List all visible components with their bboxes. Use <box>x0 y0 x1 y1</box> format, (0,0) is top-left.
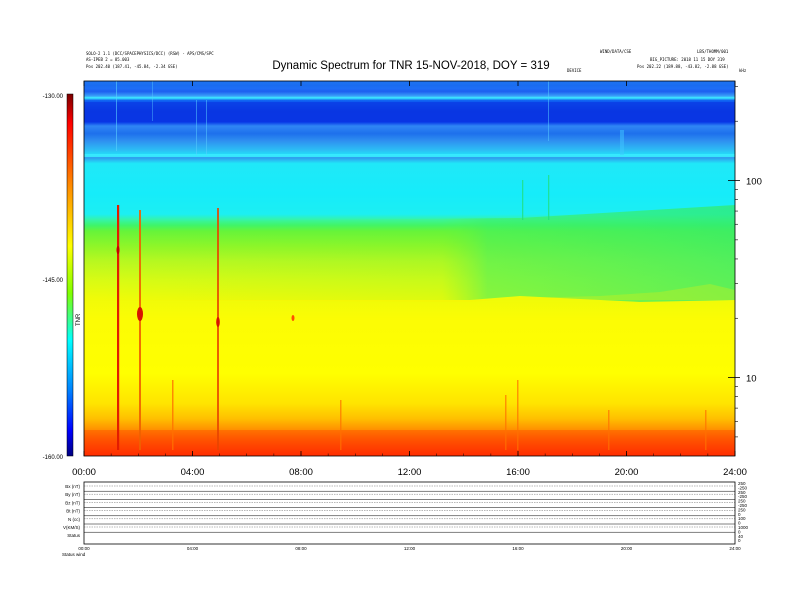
burst-spot <box>137 307 143 321</box>
strip-right-tick: 250 <box>738 507 746 512</box>
strip-right-tick: 100 <box>738 516 746 521</box>
spectrogram-area <box>83 80 736 457</box>
x-tick-label: 08:00 <box>289 467 313 478</box>
colorbar-tick: -130.00 <box>43 94 64 100</box>
burst-streak <box>117 205 120 450</box>
x-tick-label: 20:00 <box>615 467 639 478</box>
burst-streak <box>505 395 507 450</box>
strip-right-tick: 250 <box>738 481 746 486</box>
strip-label: Status <box>67 533 81 538</box>
burst-streak <box>139 210 141 450</box>
y-axis: 10 100 <box>728 86 762 438</box>
x-tick-label: 04:00 <box>181 467 205 478</box>
strip-x-tick-label: 00:00 <box>78 546 90 551</box>
header-left-line-1: SOLO-2 1.1 (DCC/SPACEPHYSICS/DCC) (RSW) … <box>86 51 214 56</box>
header-corner-small: kHz <box>739 68 747 73</box>
burst-streak <box>522 180 524 220</box>
strip-label: Bz (nT) <box>65 500 80 505</box>
faint-streak <box>116 81 117 151</box>
strip-right-tick: 0 <box>738 521 741 526</box>
x-tick-label: 00:00 <box>72 467 96 478</box>
deep-blue-band <box>84 102 735 122</box>
x-tick-label: 16:00 <box>506 467 530 478</box>
strip-right-tick: 40 <box>738 534 744 539</box>
upper-cyan-line <box>84 154 735 157</box>
green-band-drift <box>84 205 735 302</box>
strip-x-tick-label: 16:00 <box>512 546 524 551</box>
y-tick-label: 10 <box>746 374 757 385</box>
burst-spot <box>116 246 120 254</box>
strip-right-tick: -250 <box>738 485 748 490</box>
strip-x-tick-label: 12:00 <box>404 546 416 551</box>
chart-title: Dynamic Spectrum for TNR 15-NOV-2018, DO… <box>272 60 549 72</box>
strip-panel-border <box>83 481 736 545</box>
strip-x-tick-label: 04:00 <box>187 546 199 551</box>
strip-x-tick-label: 20:00 <box>621 546 633 551</box>
burst-spot <box>216 317 220 327</box>
colorbar-gradient <box>66 93 74 457</box>
faint-streak <box>196 100 197 155</box>
strip-label: Bx (nT) <box>65 484 80 489</box>
burst-streak <box>705 410 707 450</box>
strip-x-tick-label: 08:00 <box>295 546 307 551</box>
strip-right-tick: 250 <box>738 490 746 495</box>
strip-right-tick: 1000 <box>738 525 749 530</box>
strip-label: N (cc) <box>68 517 80 522</box>
strip-right-tick: 0 <box>738 538 741 543</box>
colorbar-label: TNR <box>76 313 82 326</box>
y-tick-label: 100 <box>746 177 762 188</box>
header-left-line-3: Pos 202.40 (187.41, -45.84, -2.34 GSE) <box>86 64 178 69</box>
strip-x-tick-label: 24:00 <box>729 546 741 551</box>
strip-right-tick: 250 <box>738 499 746 504</box>
burst-streak <box>217 208 219 450</box>
strip-panel: Bx (nT) By (nT) Bz (nT) Bt (nT) N (cc) V(KM/S… <box>62 481 749 557</box>
strip-label: Bt (nT) <box>66 509 80 514</box>
status-caption: Status wind <box>62 552 86 557</box>
burst-streak <box>608 410 610 450</box>
colorbar: -130.00 -145.00 -160.00 TNR <box>43 93 82 461</box>
colorbar-tick: -145.00 <box>43 278 64 284</box>
burst-streak <box>548 175 550 220</box>
x-axis: 00:00 04:00 08:00 12:00 16:00 20:00 24:00 <box>72 81 747 478</box>
colorbar-tick: -160.00 <box>43 455 64 461</box>
faint-streak <box>620 130 624 155</box>
faint-streak <box>548 81 549 141</box>
yellow-lower-drift <box>84 284 735 302</box>
burst-streak <box>340 400 342 450</box>
burst-spot <box>291 315 295 321</box>
x-tick-label: 24:00 <box>723 467 747 478</box>
strip-label: By (nT) <box>65 492 80 497</box>
header-mid-small: DEVICE <box>567 68 582 73</box>
header-left-line-2: AS-IPEB 2 = 85.003 <box>86 57 130 62</box>
strip-right-tick: -250 <box>738 494 748 499</box>
faint-streak <box>152 81 153 121</box>
strip-label: V(KM/S) <box>63 525 81 530</box>
strip-right-tick: 0 <box>738 529 741 534</box>
header-right-line-1: BIG_PICTURE: 2018 11 15 DOY 319 <box>650 57 725 62</box>
header-right-top: WIND/DATA/CSE <box>600 49 632 54</box>
burst-streak <box>172 380 174 450</box>
header-right-far: LBS/THOMM/001 <box>697 49 729 54</box>
x-tick-label: 12:00 <box>398 467 422 478</box>
header-right-line-2: Pos 202.22 (189.88, -43.82, -2.88 GSE) <box>637 64 729 69</box>
strip-right-tick: -250 <box>738 503 748 508</box>
faint-streak <box>206 100 207 155</box>
strip-right-tick: 0 <box>738 512 741 517</box>
burst-streak <box>517 380 519 450</box>
